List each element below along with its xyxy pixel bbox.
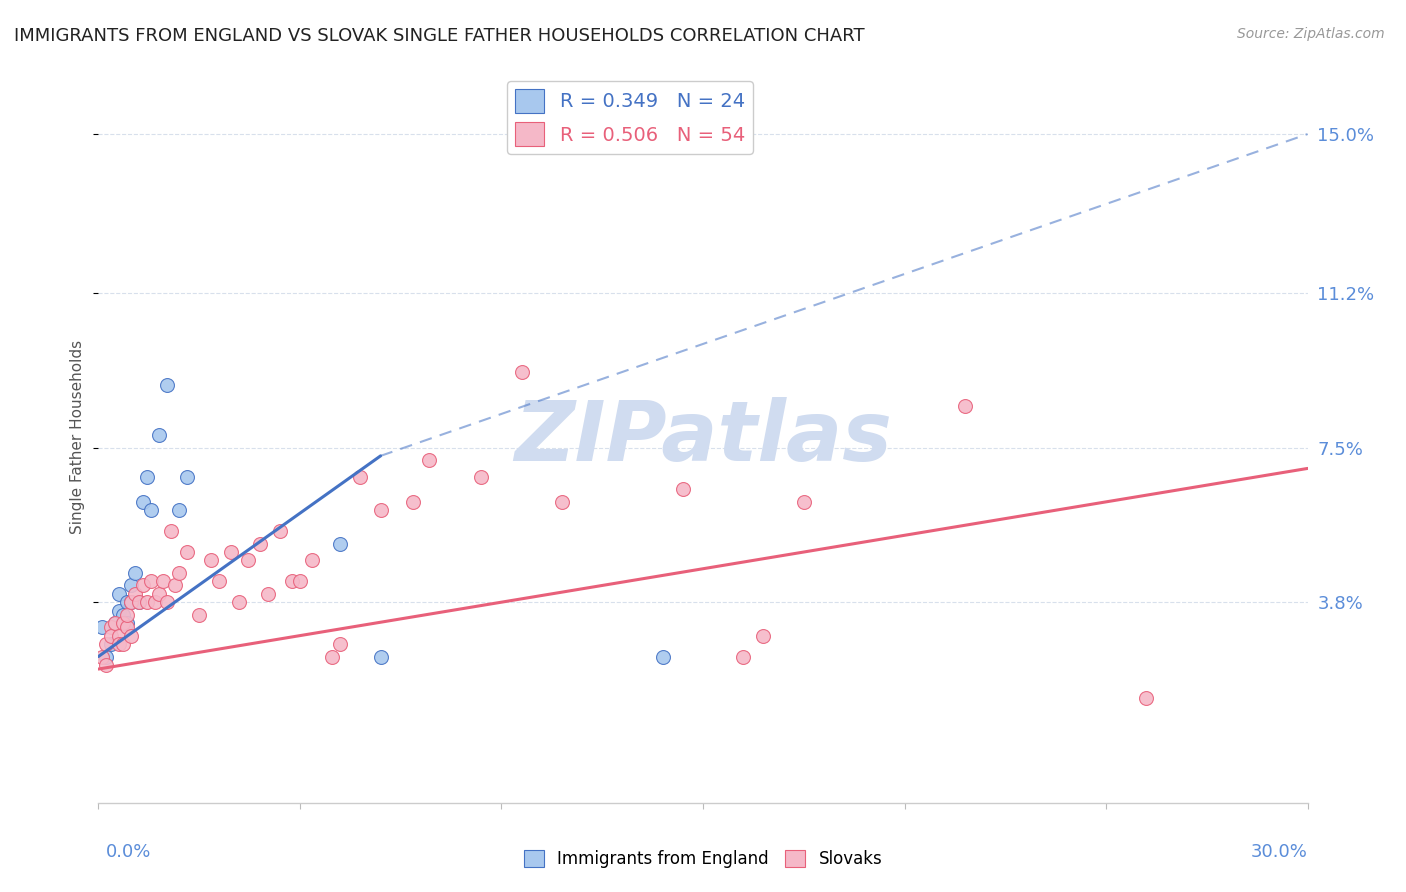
Point (329, 536, 352, 550)
Point (91, 620, 114, 634)
Point (96, 649, 118, 664)
Point (163, 578, 186, 592)
Point (135, 595, 157, 609)
Point (370, 503, 392, 517)
Point (152, 574, 174, 589)
Point (200, 553, 222, 567)
Text: 0.0%: 0.0% (105, 843, 150, 861)
Point (188, 607, 211, 622)
Point (91, 649, 114, 664)
Point (551, 495, 574, 509)
Point (281, 574, 304, 589)
Point (96, 637, 118, 651)
Point (132, 578, 155, 592)
Point (288, 574, 311, 589)
Point (132, 495, 155, 509)
Point (167, 566, 190, 580)
Text: Source: ZipAtlas.com: Source: ZipAtlas.com (1237, 27, 1385, 41)
Point (208, 574, 231, 589)
Point (651, 649, 673, 664)
Point (107, 603, 129, 617)
Point (370, 649, 392, 664)
Point (103, 616, 125, 631)
Point (139, 574, 162, 589)
Text: IMMIGRANTS FROM ENGLAND VS SLOVAK SINGLE FATHER HOUSEHOLDS CORRELATION CHART: IMMIGRANTS FROM ENGLAND VS SLOVAK SINGLE… (14, 27, 865, 45)
Point (269, 524, 291, 538)
Point (156, 595, 179, 609)
Point (176, 470, 198, 484)
Point (128, 595, 150, 609)
Point (120, 629, 142, 643)
Point (672, 483, 695, 497)
Point (329, 637, 352, 651)
Point (115, 620, 138, 634)
Point (107, 637, 129, 651)
Point (733, 649, 755, 664)
Legend: R = 0.349   N = 24, R = 0.506   N = 54: R = 0.349 N = 24, R = 0.506 N = 54 (508, 81, 752, 153)
Point (135, 470, 157, 484)
Point (124, 566, 146, 580)
Point (148, 587, 170, 601)
Point (139, 503, 162, 517)
Point (120, 595, 142, 609)
Point (228, 595, 250, 609)
Point (120, 578, 142, 592)
Point (249, 536, 271, 550)
Text: ZIPatlas: ZIPatlas (515, 397, 891, 477)
Point (111, 607, 134, 622)
Point (100, 637, 122, 651)
Point (793, 495, 815, 509)
Point (143, 595, 166, 609)
Point (128, 595, 150, 609)
Point (301, 553, 323, 567)
Legend: Immigrants from England, Slovaks: Immigrants from England, Slovaks (517, 843, 889, 875)
Point (221, 545, 243, 559)
Point (96, 657, 118, 672)
Point (176, 545, 198, 559)
Point (321, 649, 343, 664)
Point (349, 470, 371, 484)
Point (107, 629, 129, 643)
Point (236, 553, 259, 567)
Point (111, 616, 134, 631)
Point (752, 629, 775, 643)
Point (470, 470, 492, 484)
Point (953, 399, 976, 413)
Point (402, 495, 425, 509)
Point (160, 524, 183, 538)
Point (115, 607, 138, 622)
Point (124, 587, 146, 601)
Point (107, 587, 129, 601)
Point (100, 629, 122, 643)
Point (111, 616, 134, 631)
Point (156, 377, 179, 392)
Point (256, 587, 278, 601)
Point (115, 616, 138, 631)
Point (418, 453, 440, 467)
Point (120, 595, 142, 609)
Point (1135, 691, 1157, 706)
Point (510, 365, 533, 379)
Y-axis label: Single Father Households: Single Father Households (70, 340, 86, 534)
Point (111, 637, 134, 651)
Point (167, 503, 190, 517)
Point (103, 616, 125, 631)
Point (115, 595, 138, 609)
Text: 30.0%: 30.0% (1251, 843, 1308, 861)
Point (148, 428, 170, 442)
Point (100, 620, 122, 634)
